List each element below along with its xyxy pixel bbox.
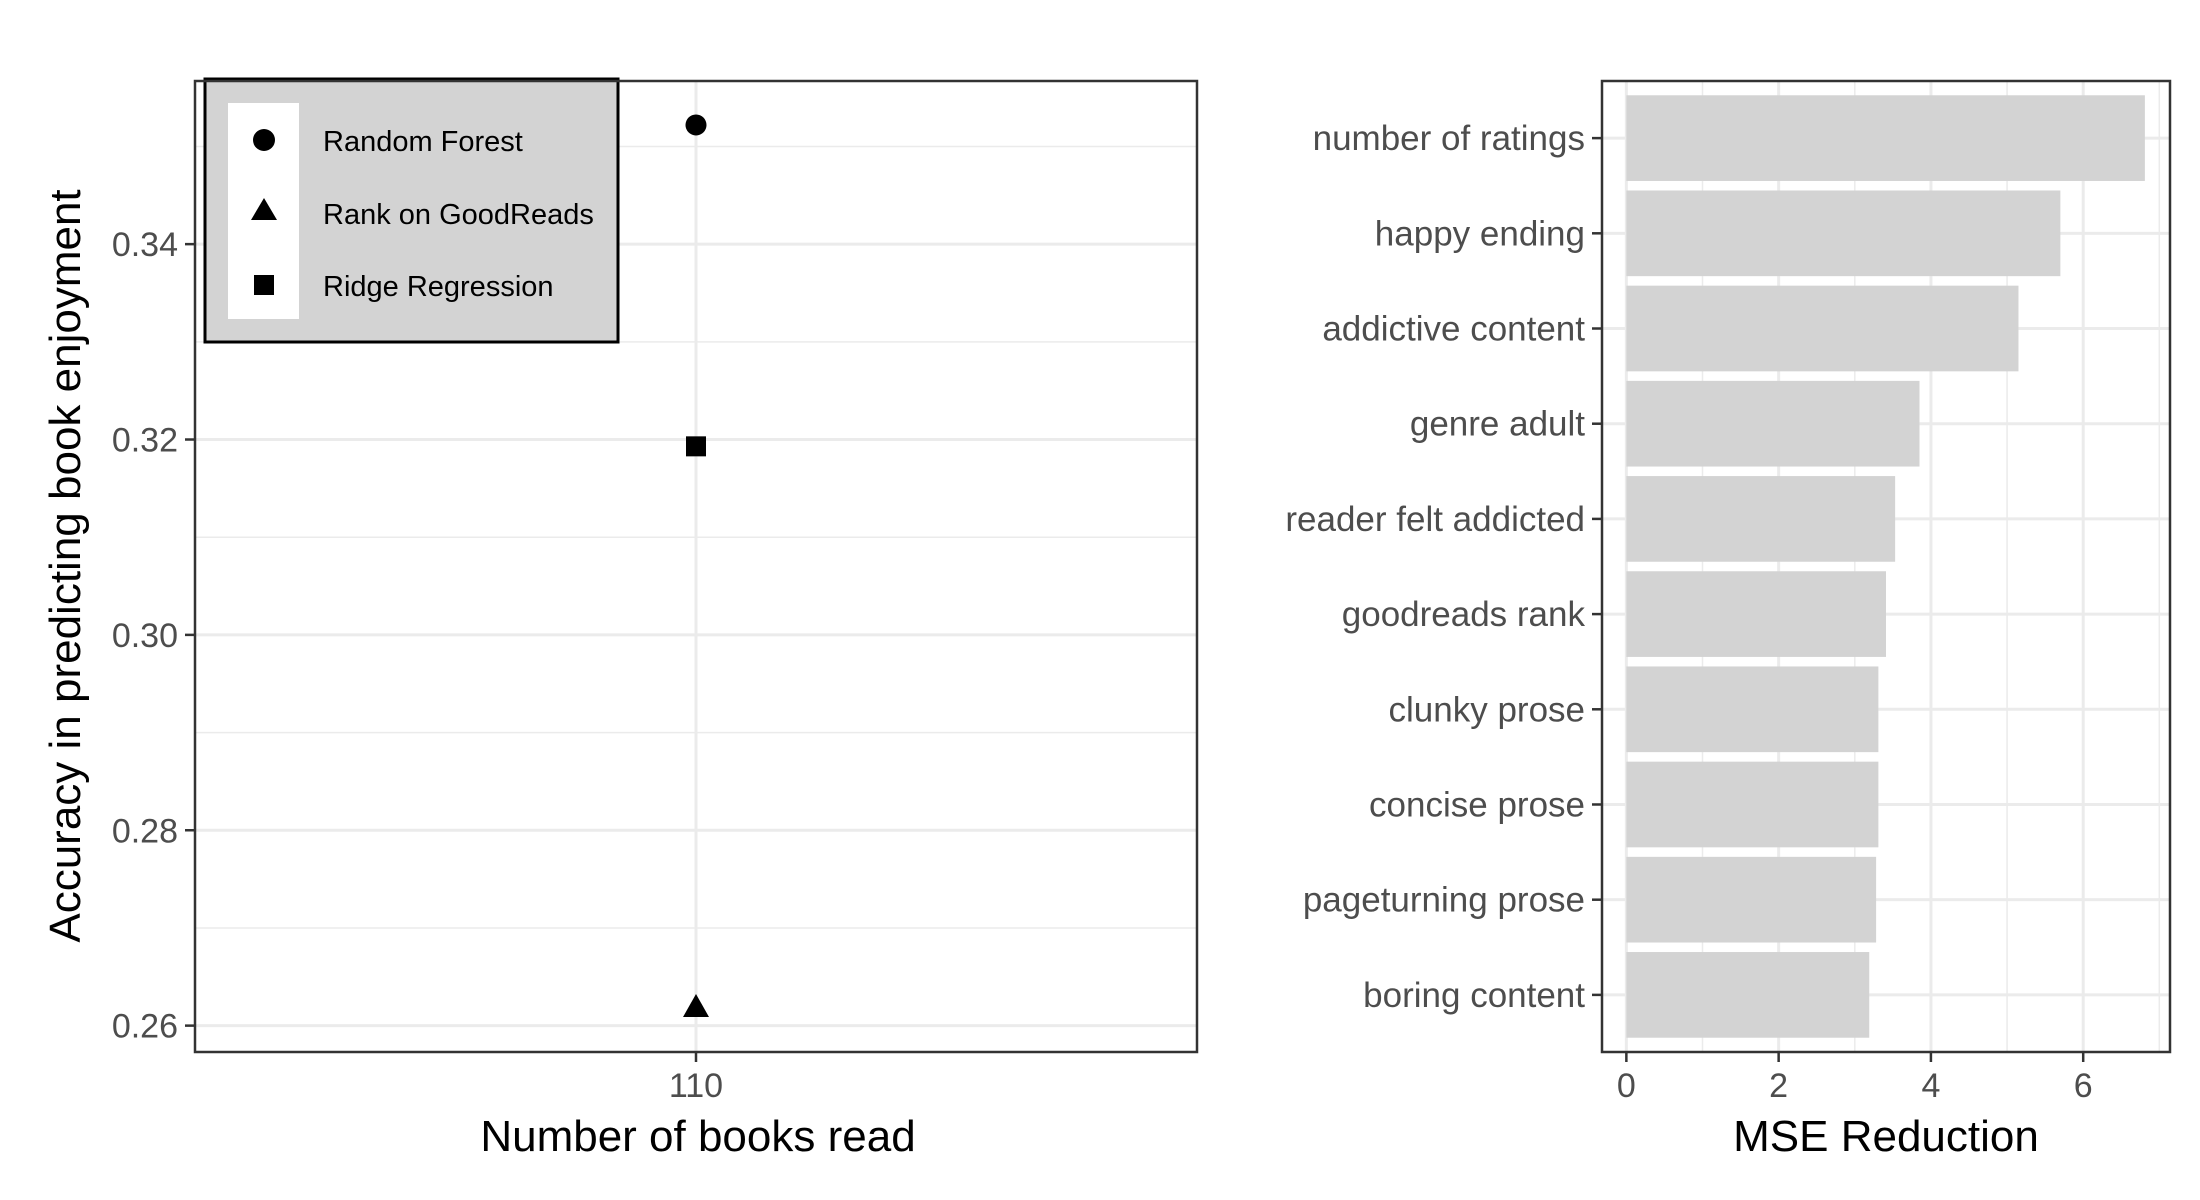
bar-category-label: goodreads rank (1342, 595, 1586, 634)
bar-category-label: pageturning prose (1303, 881, 1585, 920)
bar-panel: number of ratings happy ending addictive c… (1285, 79, 2172, 1161)
bar-category-label: reader felt addicted (1285, 500, 1585, 539)
bar-x-tick-label: 4 (1921, 1067, 1940, 1105)
bar-boring-content (1626, 952, 1870, 1038)
bar-category-label: addictive content (1322, 310, 1585, 349)
bar-category-label: clunky prose (1389, 690, 1585, 729)
scatter-x-tick-label: 110 (669, 1067, 723, 1105)
bar-category-label: number of ratings (1313, 119, 1585, 158)
bar-genre-adult (1626, 380, 1920, 467)
bar-category-label: happy ending (1375, 214, 1585, 253)
scatter-y-tick-label: 0.28 (112, 812, 178, 850)
random-forest-point (685, 114, 707, 136)
legend-label-rank-on-goodreads: Rank on GoodReads (323, 199, 594, 231)
scatter-x-axis-title: Number of books read (480, 1112, 915, 1161)
legend-triangle-marker-icon (251, 198, 277, 220)
bar-category-label: concise prose (1369, 785, 1585, 824)
scatter-y-tick-label: 0.34 (112, 226, 178, 264)
legend-circle-marker-icon (253, 129, 275, 151)
ridge-regression-point (686, 436, 706, 457)
legend-label-random-forest: Random Forest (323, 126, 523, 158)
bar-x-axis-title: MSE Reduction (1733, 1112, 2039, 1161)
scatter-y-tick-label: 0.30 (112, 617, 178, 655)
bar-x-tick-label: 2 (1769, 1067, 1788, 1105)
scatter-y-tick-label: 0.26 (112, 1008, 178, 1046)
bar-axis-ticks: number of ratings happy ending addictive c… (1285, 119, 2092, 1105)
bar-panel-border (1600, 79, 2172, 1054)
scatter-axis-ticks: 0.26 0.28 0.30 0.32 0.34 110 (112, 226, 723, 1105)
bar-x-tick-label: 6 (2074, 1067, 2093, 1105)
bar-addictive-content (1626, 285, 2019, 372)
bar-goodreads-rank (1626, 571, 1886, 657)
legend-label-ridge-regression: Ridge Regression (323, 271, 554, 303)
legend-square-marker-icon (254, 275, 274, 295)
bar-happy-ending (1626, 190, 2061, 277)
bar-category-label: genre adult (1410, 405, 1585, 444)
bar-number-of-ratings (1626, 95, 2145, 181)
bar-clunky-prose (1626, 666, 1879, 753)
bar-x-tick-label: 0 (1617, 1067, 1636, 1105)
bars (1626, 95, 2145, 1038)
bar-pageturning-prose (1626, 856, 1877, 943)
scatter-y-tick-label: 0.32 (112, 422, 178, 460)
legend: Random Forest Rank on GoodReads Ridge Re… (203, 77, 620, 344)
bar-concise-prose (1626, 761, 1879, 848)
bar-reader-felt-addicted (1626, 476, 1896, 562)
scatter-y-axis-title: Accuracy in predicting book enjoyment (41, 189, 90, 942)
bar-category-label: boring content (1363, 976, 1585, 1015)
scatter-points (683, 114, 709, 1018)
rank-on-goodreads-point (683, 994, 709, 1018)
scatter-panel: Random Forest Rank on GoodReads Ridge Re… (41, 77, 1199, 1161)
